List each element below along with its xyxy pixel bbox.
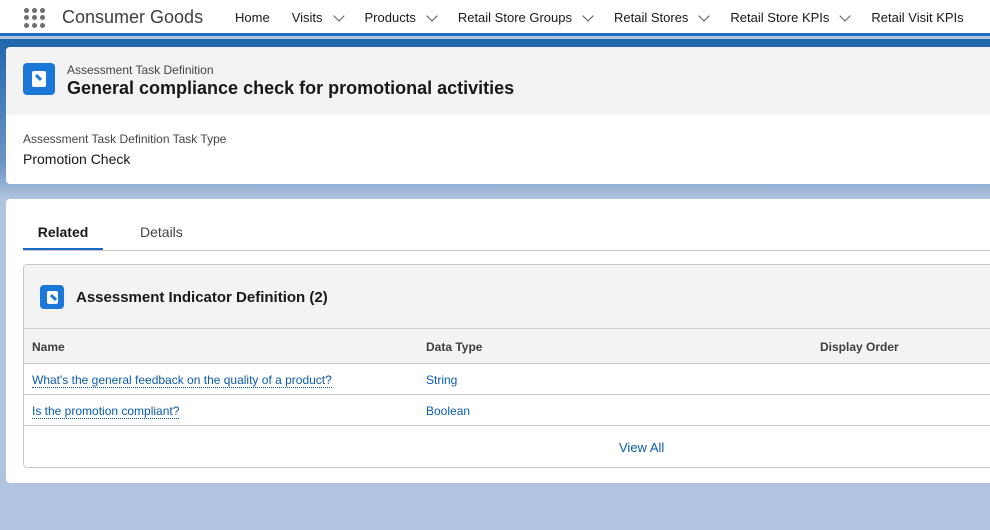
- data-type: Boolean: [426, 404, 471, 418]
- tab-divider: [23, 250, 990, 251]
- related-list-title[interactable]: Assessment Indicator Definition (2): [76, 289, 328, 306]
- related-list-card: Assessment Indicator Definition (2) Name…: [23, 264, 990, 468]
- table-row: Is the promotion compliant? Boolean: [24, 395, 990, 426]
- data-type: String: [426, 373, 458, 387]
- record-title: General compliance check for promotional…: [67, 78, 515, 98]
- chevron-down-icon[interactable]: [839, 9, 852, 22]
- nav-item-products[interactable]: Products: [364, 9, 438, 25]
- column-name[interactable]: Name: [32, 340, 65, 354]
- nav-item-home[interactable]: Home: [235, 10, 270, 25]
- indicator-link[interactable]: Is the promotion compliant?: [32, 404, 180, 419]
- field-value: Promotion Check: [23, 151, 131, 167]
- nav-item-label: Visits: [291, 10, 323, 25]
- column-display-order[interactable]: Display Order: [820, 340, 899, 354]
- column-data-type[interactable]: Data Type: [426, 340, 483, 354]
- tab-related[interactable]: Related: [23, 224, 103, 251]
- nav-item-retail-stores[interactable]: Retail Stores: [614, 9, 711, 25]
- nav-item-visits[interactable]: Visits: [291, 9, 345, 25]
- related-panel: Related Details Assessment Indicator Def…: [6, 199, 990, 483]
- nav-item-retail-visit-kpis[interactable]: Retail Visit KPIs: [871, 10, 963, 25]
- chevron-down-icon[interactable]: [426, 9, 438, 22]
- table-header: Name Data Type Display Order: [24, 329, 990, 364]
- task-definition-icon: [23, 63, 55, 95]
- app-launcher-icon[interactable]: [24, 8, 46, 28]
- chevron-down-icon[interactable]: [698, 9, 711, 22]
- record-header: Assessment Task Definition General compl…: [6, 47, 990, 184]
- table-row: What's the general feedback on the quali…: [24, 364, 990, 395]
- indicator-definition-icon: [40, 285, 64, 309]
- object-label: Assessment Task Definition: [67, 63, 214, 77]
- nav-item-label: Products: [364, 10, 416, 25]
- nav-item-label: Retail Visit KPIs: [871, 10, 964, 25]
- chevron-down-icon[interactable]: [582, 9, 594, 22]
- nav-item-label: Retail Store KPIs: [730, 10, 830, 25]
- nav-item-label: Home: [235, 10, 270, 25]
- nav-bar: Home Visits Products Retail Store Groups Ret…: [235, 9, 986, 25]
- field-label: Assessment Task Definition Task Type: [23, 132, 227, 146]
- nav-item-retail-store-groups[interactable]: Retail Store Groups: [457, 9, 594, 25]
- view-all-link[interactable]: View All: [619, 440, 665, 455]
- nav-item-retail-store-kpis[interactable]: Retail Store KPIs: [730, 9, 852, 25]
- chevron-down-icon[interactable]: [332, 9, 345, 22]
- global-header: Consumer Goods Home Visits Products Retail …: [0, 0, 990, 36]
- app-name: Consumer Goods: [62, 7, 204, 27]
- nav-item-label: Retail Stores: [614, 10, 689, 25]
- tab-details[interactable]: Details: [140, 224, 183, 240]
- indicator-link[interactable]: What's the general feedback on the quali…: [32, 373, 332, 388]
- nav-item-label: Retail Store Groups: [457, 10, 572, 25]
